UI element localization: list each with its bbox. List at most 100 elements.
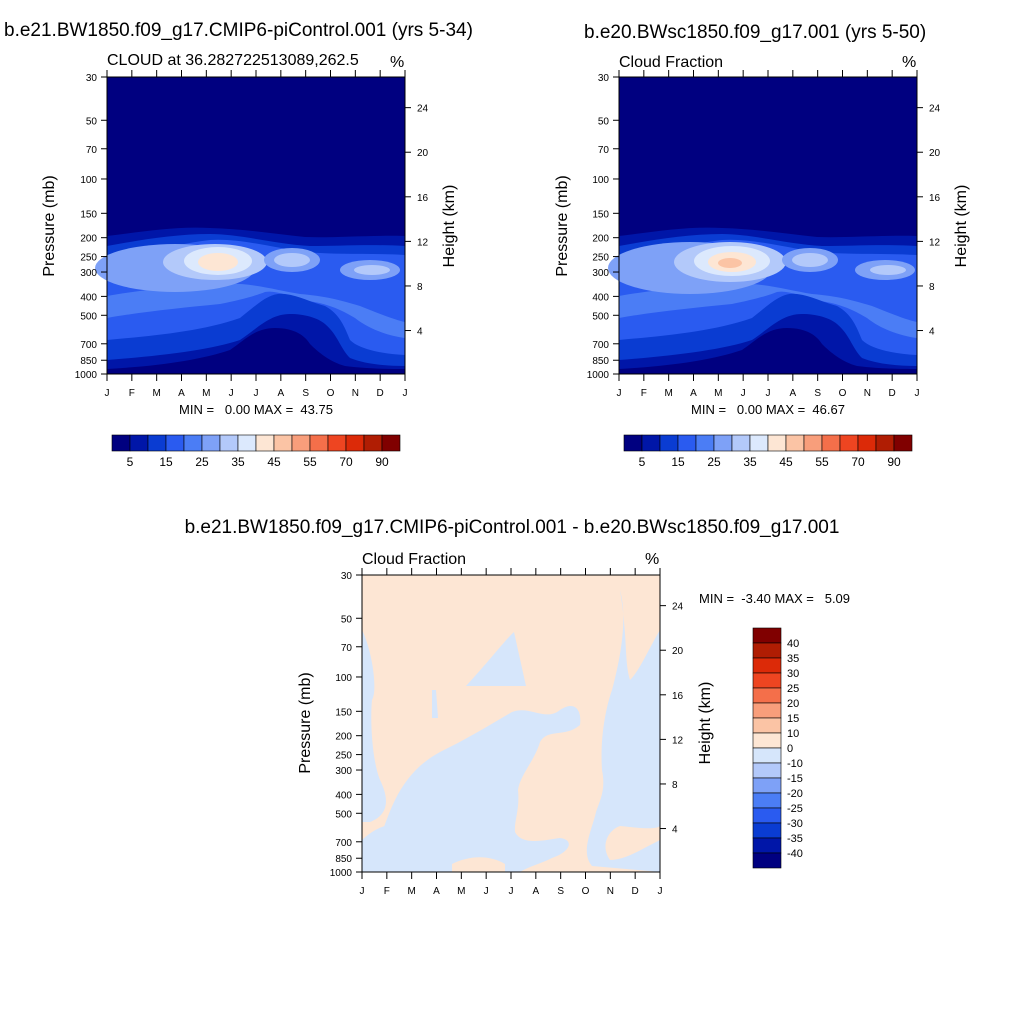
pressure-tick-label: 250	[335, 751, 352, 762]
height-tick-label: 24	[672, 602, 684, 613]
pressure-tick-label: 50	[86, 116, 98, 127]
month-tick-label: N	[864, 388, 871, 399]
colorbar-label: 35	[231, 455, 245, 469]
colorbar-label: -35	[787, 833, 803, 845]
pressure-tick-label: 850	[80, 356, 97, 367]
contour-band-negative-upper	[466, 632, 526, 686]
axes-ticks: 30 50 70 100 150 200 250 300 400 500 700 850 1000 24 2…	[75, 70, 429, 399]
colorbar-swatch	[291, 434, 311, 452]
colorbar-swatch	[752, 852, 782, 869]
month-tick-label: D	[377, 388, 384, 399]
colorbar-swatch	[237, 434, 257, 452]
colorbar-swatch	[752, 822, 782, 839]
pressure-tick-label: 700	[335, 838, 352, 849]
contour-plot-area	[608, 77, 917, 374]
pressure-tick-label: 1000	[587, 370, 610, 381]
colorbar-swatch	[752, 792, 782, 809]
colorbar-label: 45	[779, 455, 793, 469]
colorbar-swatch	[183, 434, 203, 452]
pressure-tick-label: 70	[341, 643, 353, 654]
colorbar-swatch	[752, 762, 782, 779]
colorbar-swatch	[821, 434, 841, 452]
month-tick-label: A	[277, 388, 284, 399]
colorbar-swatch	[129, 434, 149, 452]
contour-band-35c	[354, 265, 390, 275]
colorbar-label: 35	[787, 653, 799, 665]
colorbar-swatch	[345, 434, 365, 452]
contour-band-45	[198, 253, 238, 271]
colorbar-label: 30	[787, 668, 799, 680]
colorbar-label: 15	[787, 713, 799, 725]
colorbar-swatch	[363, 434, 383, 452]
pressure-tick-label: 500	[80, 311, 97, 322]
colorbar-label: 15	[671, 455, 685, 469]
month-tick-label: J	[229, 388, 234, 399]
pressure-tick-label: 30	[86, 73, 98, 84]
pressure-tick-label: 1000	[330, 868, 353, 879]
month-tick-label: J	[105, 388, 110, 399]
colorbar-label: -25	[787, 803, 803, 815]
colorbar-label: 35	[743, 455, 757, 469]
month-tick-label: J	[254, 388, 259, 399]
colorbar-swatch	[803, 434, 823, 452]
pressure-tick-label: 300	[80, 268, 97, 279]
height-tick-label: 8	[929, 282, 935, 293]
pressure-tick-label: 50	[341, 614, 353, 625]
month-tick-label: J	[403, 388, 408, 399]
panel-top-left: b.e21.BW1850.f09_g17.CMIP6-piControl.001…	[4, 20, 473, 469]
month-tick-label: J	[741, 388, 746, 399]
pressure-tick-label: 70	[598, 145, 610, 156]
colorbar-swatch	[752, 837, 782, 854]
colorbar-label: -15	[787, 773, 803, 785]
contour-band-surface-5	[619, 328, 917, 374]
units-label: %	[645, 551, 659, 568]
month-tick-label: F	[384, 886, 390, 897]
pressure-tick-label: 150	[80, 209, 97, 220]
month-tick-label: A	[789, 388, 796, 399]
month-tick-label: J	[915, 388, 920, 399]
pressure-tick-label: 250	[592, 253, 609, 264]
colorbar-swatch	[893, 434, 913, 452]
min-max-label: MIN = -3.40 MAX = 5.09	[699, 591, 850, 606]
colorbar-swatch	[219, 434, 239, 452]
month-tick-label: S	[557, 886, 564, 897]
colorbar-label: 25	[787, 683, 799, 695]
month-tick-label: O	[839, 388, 847, 399]
month-tick-label: F	[129, 388, 135, 399]
colorbar-swatch	[659, 434, 679, 452]
month-tick-label: D	[889, 388, 896, 399]
month-tick-label: J	[360, 886, 365, 897]
colorbar-label: 0	[787, 743, 793, 755]
contour-band-surface-5	[107, 328, 405, 374]
contour-band-50	[718, 258, 742, 268]
pressure-tick-label: 700	[592, 340, 609, 351]
colorbar-swatch	[839, 434, 859, 452]
colorbar-label: 90	[887, 455, 901, 469]
pressure-tick-label: 500	[335, 809, 352, 820]
colorbar-swatch	[752, 687, 782, 704]
colorbar-label: -10	[787, 758, 803, 770]
month-tick-label: M	[202, 388, 210, 399]
colorbar-label: 25	[707, 455, 721, 469]
pressure-tick-label: 400	[335, 790, 352, 801]
colorbar-label: -20	[787, 788, 803, 800]
month-tick-label: S	[302, 388, 309, 399]
colorbar-swatch	[641, 434, 661, 452]
colorbar-swatch	[857, 434, 877, 452]
month-tick-label: S	[814, 388, 821, 399]
colorbar-swatch	[165, 434, 185, 452]
pressure-tick-label: 50	[598, 116, 610, 127]
colorbar-swatch	[752, 672, 782, 689]
colorbar-swatch	[147, 434, 167, 452]
height-tick-label: 4	[929, 327, 935, 338]
colorbar-swatch	[752, 732, 782, 749]
month-tick-label: A	[178, 388, 185, 399]
colorbar-label: 15	[159, 455, 173, 469]
pressure-tick-label: 30	[598, 73, 610, 84]
colorbar-swatch	[695, 434, 715, 452]
y-axis-right-label: Height (km)	[697, 682, 714, 765]
colorbar: 40 35 30 25 20 15 10 0 -10 -15 -20 -25 -30 -35 -40	[752, 627, 803, 869]
pressure-tick-label: 100	[592, 175, 609, 186]
contour-band-negative-sliver	[432, 690, 438, 718]
